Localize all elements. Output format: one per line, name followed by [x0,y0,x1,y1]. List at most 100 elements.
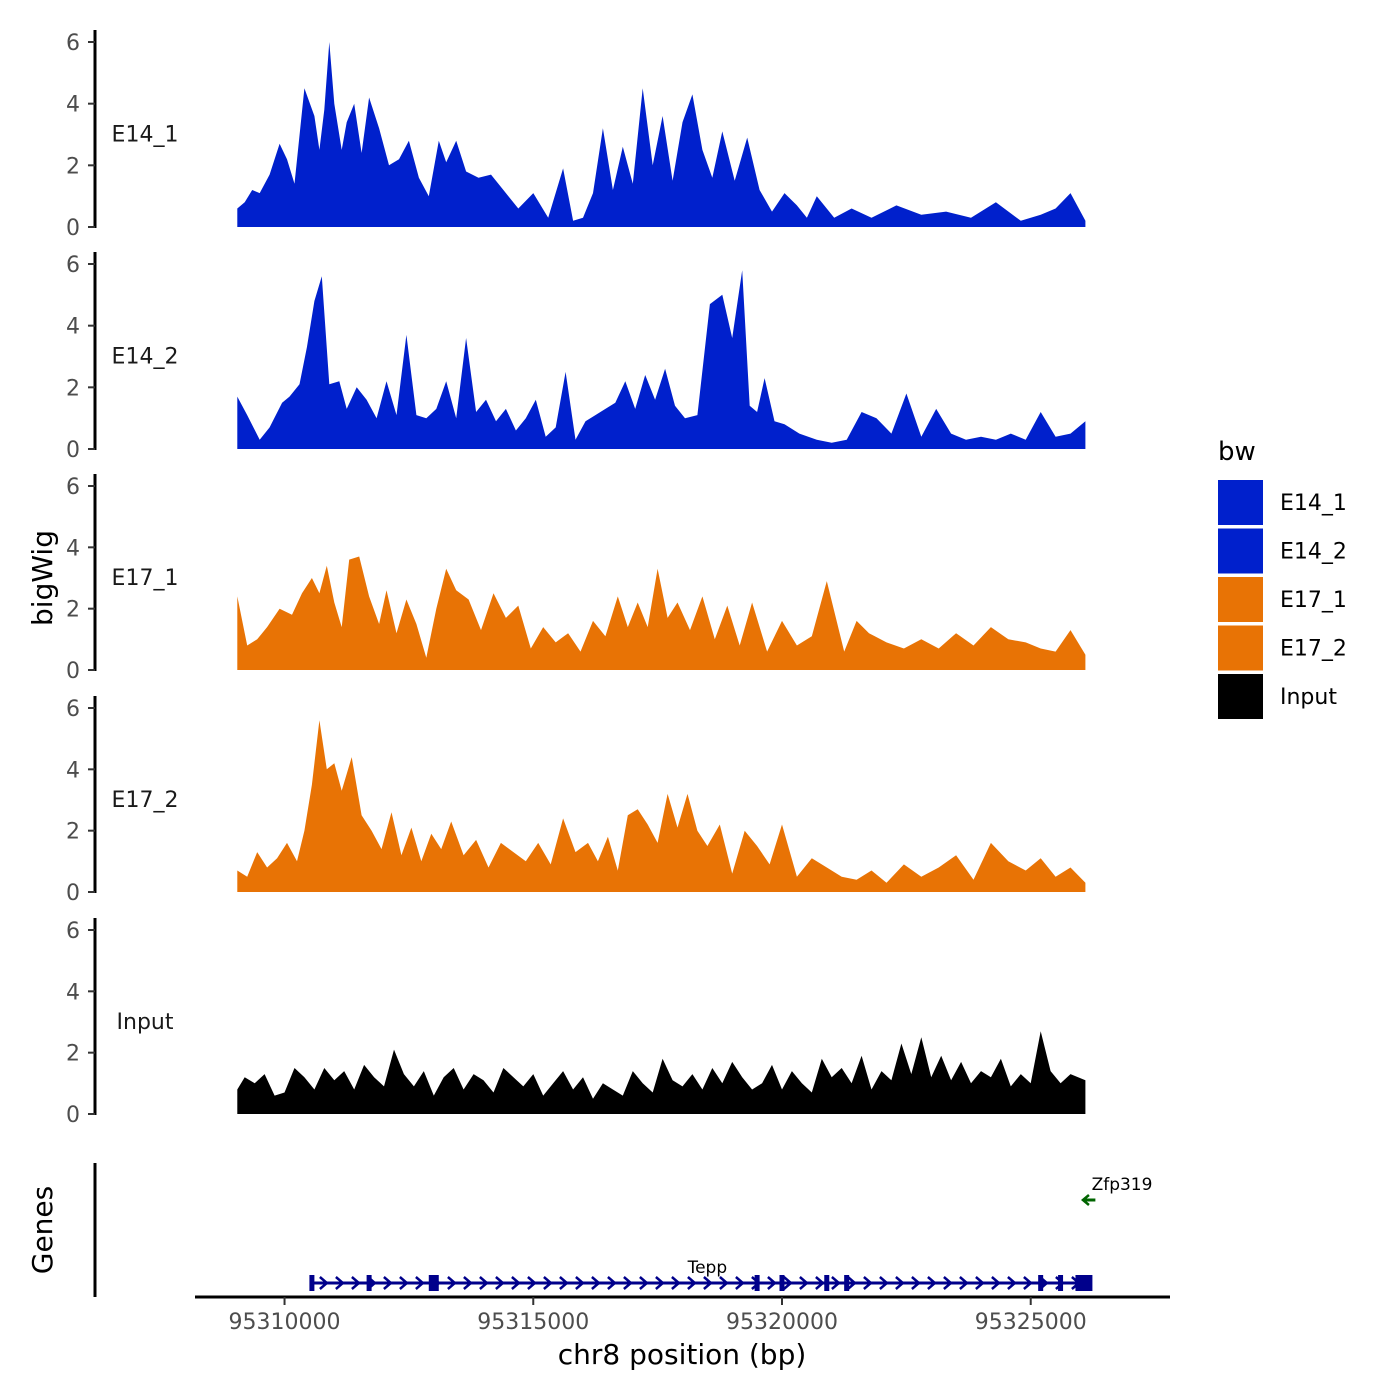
x-tick-label: 95320000 [726,1310,838,1335]
y-tick-label: 4 [66,980,80,1005]
strand-arrow [671,1276,681,1290]
strand-arrow [879,1276,889,1290]
y-tick-label: 2 [66,376,80,401]
strand-arrow [479,1276,489,1290]
strand-arrow [335,1276,345,1290]
legend-label: E17_1 [1280,588,1347,613]
exon [844,1275,850,1291]
strand-arrow [863,1276,873,1290]
strand-arrow [399,1276,409,1290]
track-E14_2: 0 2 4 6 E14_2 [66,252,1086,463]
y-tick-label: 4 [66,93,80,118]
strand-arrow [927,1276,937,1290]
track-Input: 0 2 4 6 Input [66,918,1086,1128]
gene-annotations: Tepp Zfp319 [309,1175,1152,1291]
strand-arrow [607,1276,617,1290]
strand-arrow [719,1276,729,1290]
x-tick-label: 95325000 [975,1310,1087,1335]
exon [1038,1275,1044,1291]
y-tick-label: 4 [66,758,80,783]
coverage-area-E17_2 [237,720,1086,892]
y-axis-title: bigWig [26,530,59,626]
strand-arrow [351,1276,361,1290]
legend: bw E14_1 E14_2 E17_1 E17_2 Input [1218,437,1347,719]
legend-label: E17_2 [1280,637,1347,662]
strand-arrow [831,1276,841,1290]
track-E17_2: 0 2 4 6 E17_2 [66,696,1086,906]
y-tick-label: 2 [66,820,80,845]
strand-arrow [767,1276,777,1290]
legend-swatch [1218,577,1263,622]
legend-swatch [1218,625,1263,671]
x-tick-label: 95315000 [477,1310,589,1335]
y-tick-label: 0 [66,438,80,463]
exon [779,1275,785,1291]
strand-arrow [815,1276,825,1290]
strand-arrow [447,1276,457,1290]
strand-arrow [895,1276,905,1290]
track-label: E17_2 [112,788,179,813]
strand-arrow [319,1276,329,1290]
strand-arrow [703,1276,713,1290]
genes-panel-title: Genes [26,1186,59,1274]
x-axis-ticks: 95310000 95315000 95320000 95325000 [229,1297,1087,1335]
strand-arrow [943,1276,953,1290]
strand-arrow [511,1276,521,1290]
exon [428,1275,439,1291]
legend-swatch [1218,674,1263,719]
strand-arrow [975,1276,985,1290]
track-label: E14_2 [112,345,179,370]
exon [1058,1275,1064,1291]
strand-arrow [1007,1276,1017,1290]
strand-arrow [783,1276,793,1290]
exon [309,1275,315,1291]
y-tick-label: 6 [66,919,80,944]
strand-arrow [383,1276,393,1290]
y-tick-label: 2 [66,598,80,623]
y-tick-label: 6 [66,31,80,56]
strand-arrow [959,1276,969,1290]
y-tick-label: 6 [66,475,80,500]
y-tick-label: 6 [66,253,80,278]
strand-arrow [559,1276,569,1290]
track-label: E17_1 [112,566,179,591]
gene-Tepp: Tepp [309,1258,1093,1291]
y-tick-label: 0 [66,1103,80,1128]
exon [824,1275,830,1291]
strand-arrow [623,1276,633,1290]
legend-swatch [1218,480,1263,525]
coverage-area-Input [237,1031,1086,1114]
legend-label: E14_2 [1280,540,1347,565]
exon [1076,1275,1093,1291]
strand-arrow [527,1276,537,1290]
gene-Zfp319: Zfp319 [1080,1175,1152,1206]
coverage-area-E14_2 [237,270,1086,449]
strand-arrow [687,1276,697,1290]
track-E17_1: 0 2 4 6 E17_1 [66,474,1086,684]
coverage-area-E17_1 [237,556,1086,670]
strand-arrow [543,1276,553,1290]
track-label: Input [117,1010,174,1035]
strand-arrow [463,1276,473,1290]
legend-label: Input [1280,685,1337,710]
y-tick-label: 4 [66,315,80,340]
track-E14_1: 0 2 4 6 E14_1 [66,30,1086,241]
y-tick-label: 2 [66,154,80,179]
legend-swatch [1218,528,1263,574]
y-tick-label: 0 [66,216,80,241]
strand-arrow [591,1276,601,1290]
y-tick-label: 2 [66,1042,80,1067]
y-tick-label: 6 [66,697,80,722]
strand-arrow [1023,1276,1033,1290]
x-axis-title: chr8 position (bp) [558,1338,807,1371]
strand-arrow [991,1276,1001,1290]
strand-arrow [911,1276,921,1290]
y-tick-label: 0 [66,881,80,906]
y-tick-label: 0 [66,659,80,684]
exon [754,1275,760,1291]
exon [366,1275,372,1291]
strand-arrow [735,1276,745,1290]
strand-arrow [639,1276,649,1290]
strand-arrow [799,1276,809,1290]
